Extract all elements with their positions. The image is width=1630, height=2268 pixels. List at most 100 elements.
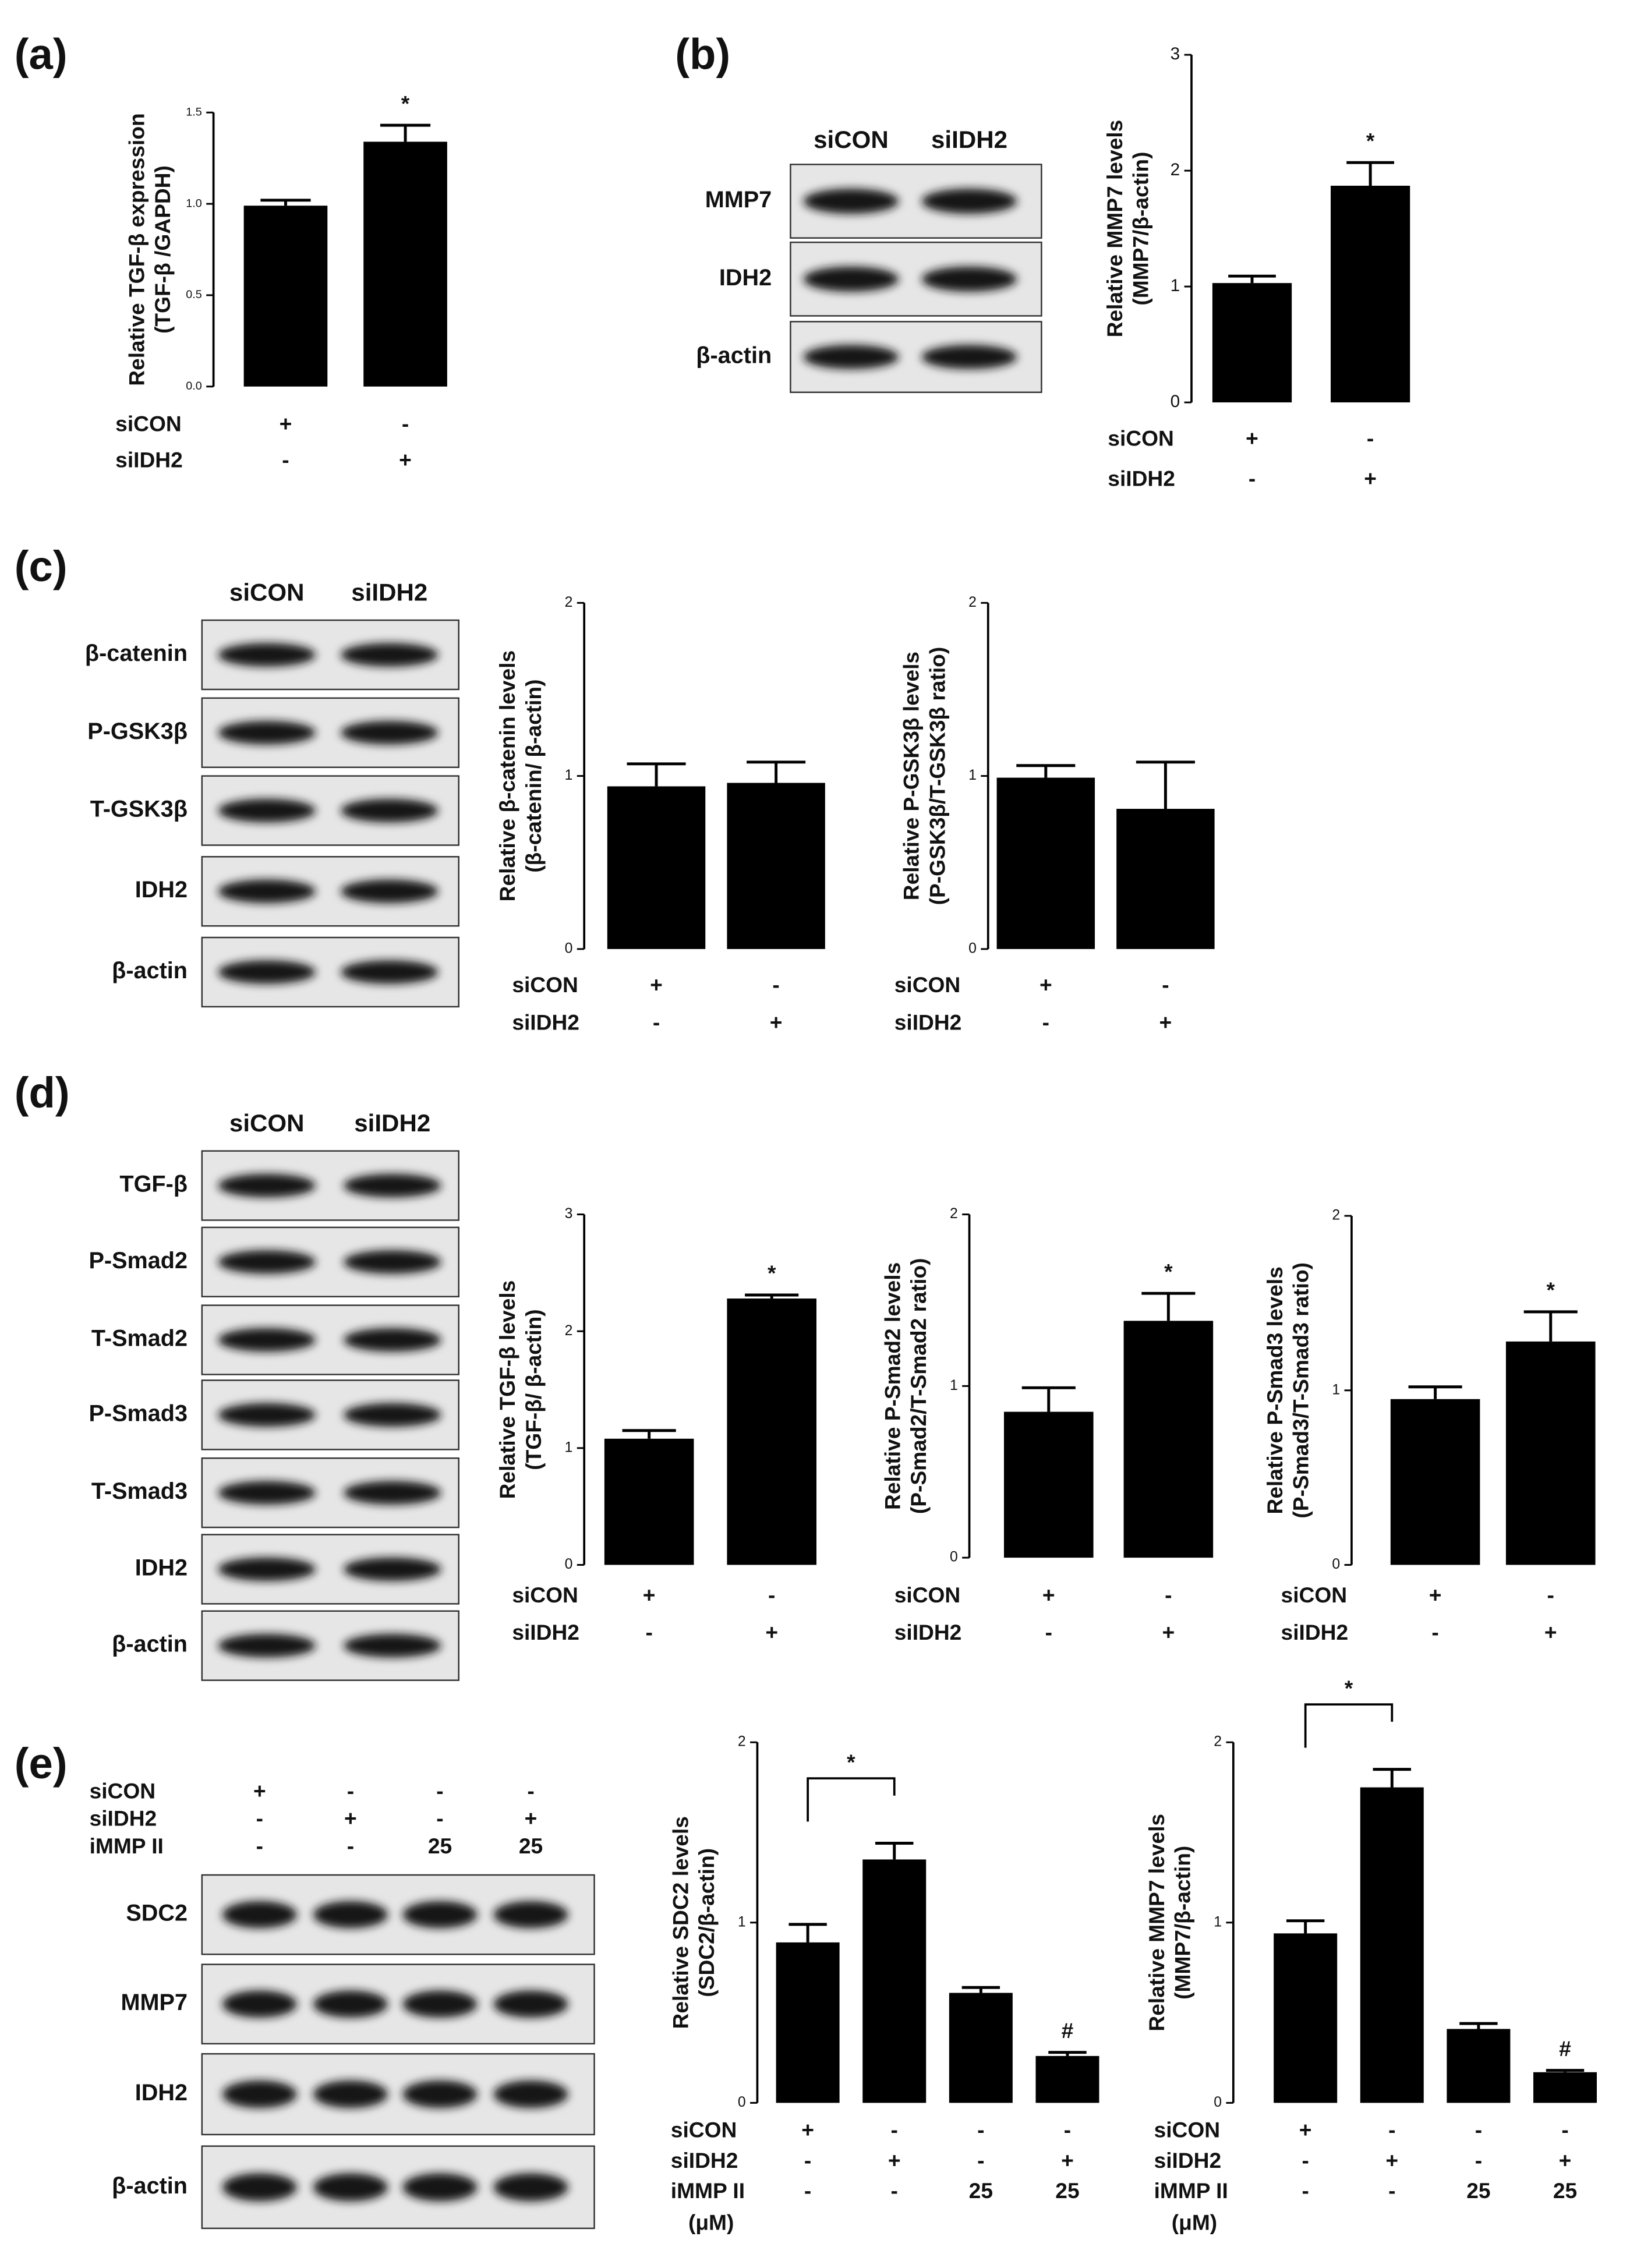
significance-mark: * [1366, 128, 1375, 153]
blot-band [222, 2080, 297, 2108]
condition-value: - [347, 1834, 354, 1858]
blot-band [493, 1990, 568, 2018]
blot-row-label: IDH2 [135, 2080, 188, 2106]
condition-value: - [1431, 1620, 1438, 1644]
y-tick-label: 0 [1214, 2094, 1222, 2110]
error-bar [1136, 760, 1195, 809]
condition-value: - [804, 2148, 811, 2173]
y-tick-label: 2 [950, 1206, 958, 1222]
blot-band [218, 1173, 316, 1198]
panel-label: (e) [15, 1739, 68, 1788]
condition-label: siCON [90, 1779, 156, 1803]
bar [996, 777, 1095, 949]
blot-row-label: MMP7 [121, 1990, 188, 2015]
y-tick-label: 2 [1332, 1208, 1340, 1223]
condition-value: + [1429, 1583, 1442, 1607]
bar [1447, 2029, 1511, 2103]
y-axis-label: Relative TGF-β expression [125, 113, 149, 386]
y-tick-label: 1 [1171, 276, 1180, 295]
condition-value: - [436, 1779, 443, 1803]
significance-mark: # [1062, 2018, 1074, 2043]
condition-label: siCON [512, 972, 578, 997]
condition-value: + [1162, 1620, 1175, 1644]
condition-label: iMMP II [90, 1834, 164, 1858]
bracket [1304, 1703, 1394, 1748]
error-bar [1048, 2051, 1087, 2056]
y-tick-label: 0.0 [186, 380, 202, 392]
y-axis-label: (β-catenin/ β-actin) [521, 680, 546, 873]
condition-value: + [344, 1806, 357, 1831]
y-tick-label: 1 [1214, 1914, 1222, 1930]
error-bar [875, 1842, 914, 1860]
bracket [807, 1777, 896, 1822]
error-bar [1523, 1310, 1578, 1342]
y-axis-label: Relative SDC2 levels [668, 1816, 692, 2029]
blot-band [341, 879, 439, 903]
condition-value: - [1367, 426, 1374, 450]
blot-band [222, 2173, 297, 2202]
condition-value: - [804, 2178, 811, 2203]
condition-value: - [891, 2178, 898, 2203]
blot-row-label: β-catenin [85, 641, 188, 666]
error-bar [1228, 274, 1276, 284]
condition-unit: (μM) [1172, 2210, 1217, 2234]
condition-label: siIDH2 [894, 1010, 962, 1034]
error-bar [1408, 1385, 1462, 1399]
y-tick-label: 0.5 [186, 288, 202, 301]
lane-label: siCON [814, 126, 889, 153]
bar [607, 786, 706, 949]
blot-row-label: β-actin [696, 343, 772, 369]
condition-label: siIDH2 [90, 1806, 157, 1831]
blot-row-label: β-actin [112, 1632, 188, 1657]
bar [1003, 1411, 1094, 1558]
condition-label: siCON [115, 412, 182, 436]
blot-band [222, 1901, 297, 1929]
condition-value: + [1364, 466, 1377, 491]
y-tick-label: 2 [1171, 160, 1180, 179]
condition-value: - [1547, 1583, 1554, 1607]
y-tick-label: 1.0 [186, 197, 202, 210]
bar [1116, 809, 1215, 949]
panel-label: (d) [15, 1068, 70, 1117]
bar [604, 1438, 694, 1565]
blot-row-label: T-Smad2 [91, 1326, 188, 1351]
condition-value: - [645, 1620, 652, 1644]
y-axis-label: (P-Smad3/T-Smad3 ratio) [1289, 1262, 1313, 1519]
blot-band [921, 266, 1017, 292]
bar [1505, 1341, 1596, 1565]
blot-band [218, 1633, 316, 1658]
y-axis-label: Relative β-catenin levels [495, 650, 519, 901]
blot-band [343, 1173, 441, 1198]
lane-label: siIDH2 [931, 126, 1007, 153]
condition-value: + [525, 1806, 538, 1831]
blot-row-label: IDH2 [719, 265, 772, 291]
error-bar [747, 760, 806, 783]
y-tick-label: 1 [950, 1378, 958, 1393]
bar [1035, 2055, 1099, 2103]
y-tick-label: 1.5 [186, 105, 202, 118]
bar [1274, 1933, 1338, 2103]
y-axis-label: Relative MMP7 levels [1102, 120, 1127, 338]
lane-label: siIDH2 [354, 1109, 430, 1137]
condition-value: - [1045, 1620, 1052, 1644]
y-tick-label: 0 [950, 1549, 958, 1565]
condition-value: - [1042, 1010, 1049, 1034]
blot-band [218, 879, 316, 903]
y-tick-label: 0 [1171, 392, 1180, 411]
blot-band [343, 1328, 441, 1352]
y-tick-label: 0 [565, 940, 573, 956]
blot-band [921, 345, 1017, 369]
blot-band [341, 643, 439, 667]
condition-value: + [650, 972, 663, 997]
condition-value: - [768, 1583, 775, 1607]
condition-label: siCON [512, 1583, 578, 1607]
y-tick-label: 2 [968, 595, 977, 610]
condition-value: + [253, 1779, 266, 1803]
blot-row-label: β-actin [112, 2173, 188, 2199]
blot-band [218, 1328, 316, 1352]
bar [363, 141, 447, 387]
blot-band [921, 189, 1017, 214]
condition-value: - [347, 1779, 354, 1803]
condition-value: - [1165, 1583, 1172, 1607]
bracket-label: * [1345, 1676, 1353, 1700]
